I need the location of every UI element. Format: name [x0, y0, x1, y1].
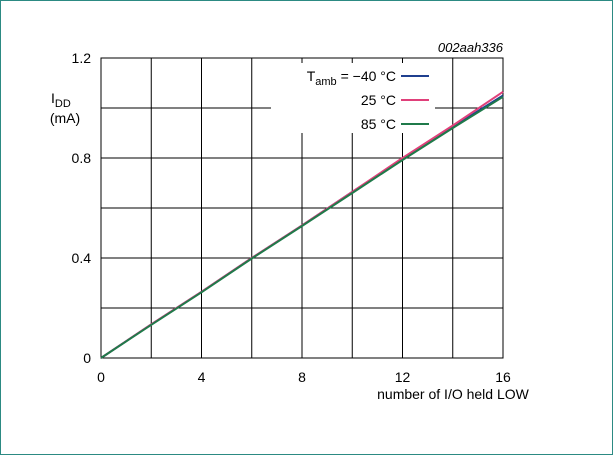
x-tick-label: 4	[198, 369, 206, 385]
legend-label: 25 °C	[361, 92, 396, 108]
series-layer	[100, 90, 504, 359]
y-axis-unit: (mA)	[50, 110, 80, 126]
legend-label: Tamb = −40 °C	[307, 68, 396, 88]
legend-background	[271, 63, 435, 133]
x-tick-label: 0	[97, 369, 105, 385]
y-axis-title: IDD	[51, 90, 71, 110]
y-tick-label: 0.8	[72, 150, 92, 166]
y-axis-symbol: I	[51, 90, 55, 106]
y-axis-subscript: DD	[55, 98, 71, 110]
x-axis-title: number of I/O held LOW	[377, 386, 530, 402]
plot-border	[100, 57, 504, 359]
x-tick-label: 12	[395, 369, 411, 385]
figure-id: 002aah336	[438, 40, 504, 55]
y-tick-label: 0	[83, 350, 91, 366]
legend: Tamb = −40 °C 25 °C 85 °C	[271, 63, 435, 133]
x-tick-label: 8	[298, 369, 306, 385]
y-tick-label: 1.2	[72, 50, 92, 66]
x-tick-label: 16	[495, 369, 511, 385]
legend-label: 85 °C	[361, 116, 396, 132]
series-line	[100, 95, 504, 359]
y-tick-label: 0.4	[72, 250, 92, 266]
tick-labels: 0 4 8 12 16 0 0.4 0.8 1.2	[72, 50, 511, 385]
